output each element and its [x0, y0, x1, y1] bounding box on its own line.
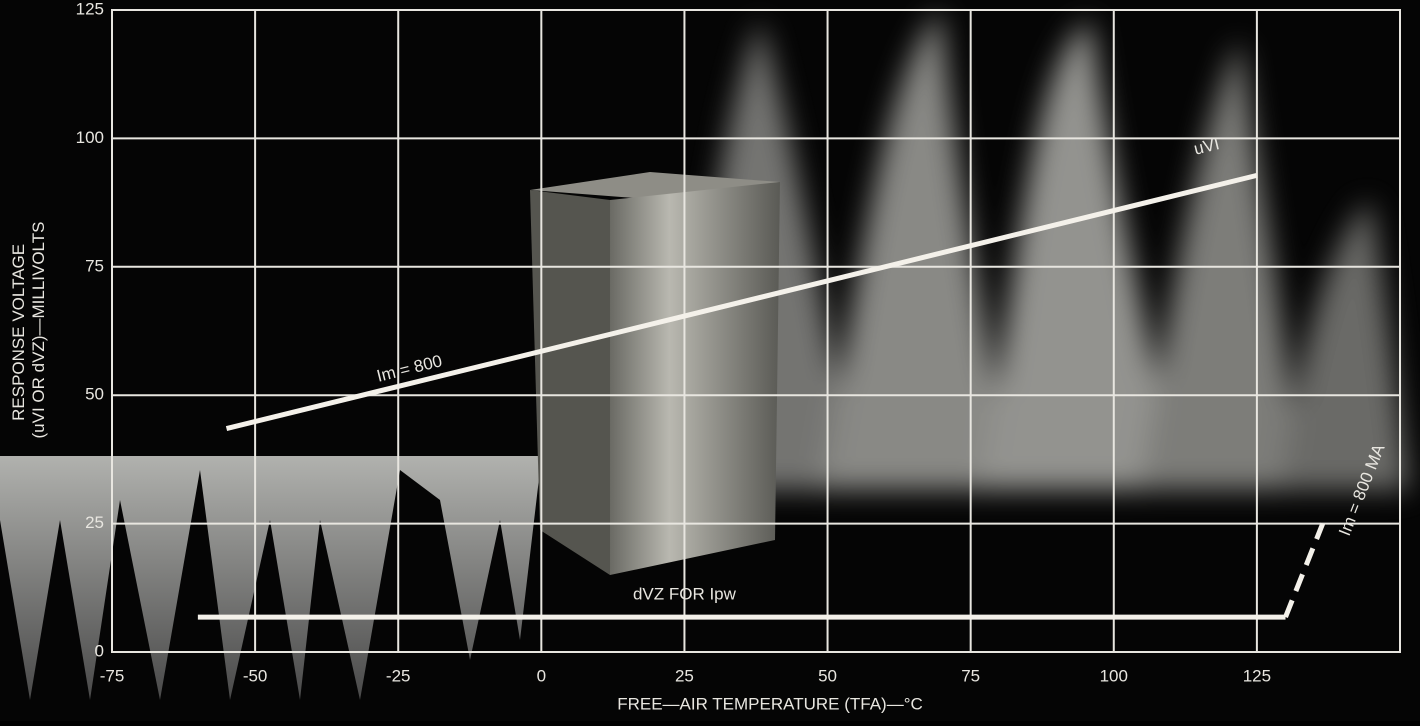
data-line	[1283, 522, 1326, 618]
x-axis-label: FREE—AIR TEMPERATURE (TFA)—°C	[617, 694, 923, 713]
y-tick-label: 75	[85, 256, 104, 275]
x-tick-label: -75	[100, 666, 125, 685]
data-line	[225, 172, 1258, 432]
y-axis-label-line: RESPONSE VOLTAGE	[9, 244, 28, 421]
x-tick-label: 125	[1243, 666, 1271, 685]
y-tick-label: 0	[95, 641, 104, 660]
series-label: dVZ FOR Ipw	[633, 585, 737, 604]
icicles	[0, 456, 540, 700]
x-tick-label: 0	[537, 666, 546, 685]
x-tick-label: -25	[386, 666, 411, 685]
relay-rack	[530, 172, 780, 575]
y-tick-label: 125	[76, 0, 104, 18]
x-tick-label: 100	[1100, 666, 1128, 685]
y-axis-label-line: (uVI OR dVZ)—MILLIVOLTS	[29, 222, 48, 439]
y-tick-label: 100	[76, 128, 104, 147]
y-tick-label: 25	[85, 513, 104, 532]
x-tick-label: 25	[675, 666, 694, 685]
x-tick-label: 50	[818, 666, 837, 685]
x-tick-label: -50	[243, 666, 268, 685]
y-tick-label: 50	[85, 385, 104, 404]
x-tick-label: 75	[961, 666, 980, 685]
y-axis-label: RESPONSE VOLTAGE (uVI OR dVZ)—MILLIVOLTS	[9, 222, 48, 439]
